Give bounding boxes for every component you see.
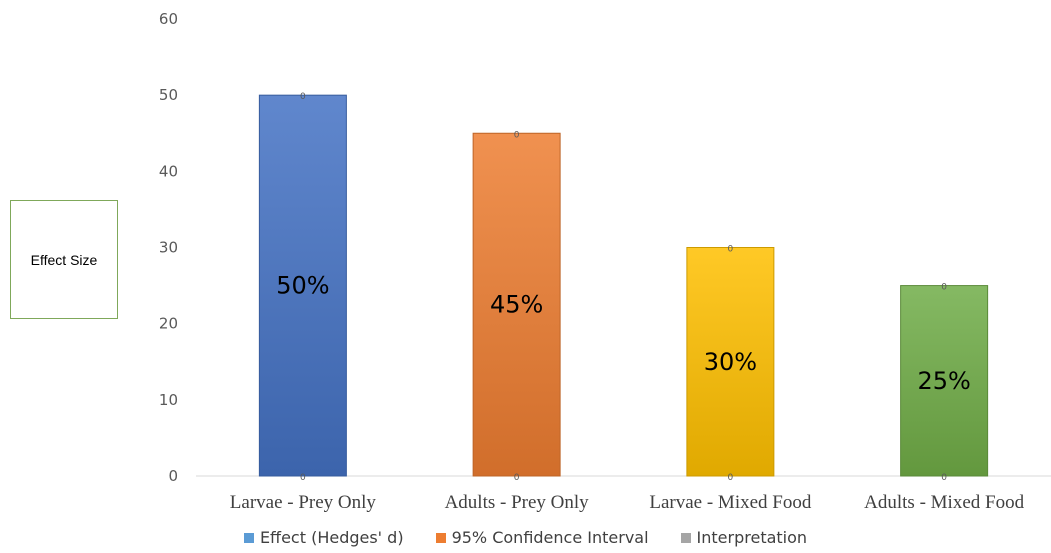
bar-bottom-label: 0 <box>728 473 734 483</box>
bar-top-label: 0 <box>728 245 734 255</box>
legend-swatch-interpretation <box>680 532 691 543</box>
bar-top-label: 0 <box>514 130 520 140</box>
x-axis-labels: Larvae - Prey Only Adults - Prey Only Larv… <box>230 492 1025 513</box>
legend-label-confidence-interval: 95% Confidence Interval <box>451 528 649 547</box>
x-tick-label: Adults - Mixed Food <box>864 492 1024 513</box>
bar-chart: 0 10 20 30 40 50 60 0 0 50% 0 0 45% 0 0 30% 0 0 25% Larva… <box>159 10 1051 513</box>
bar <box>686 247 775 477</box>
bar-bottom-label: 0 <box>300 473 306 483</box>
legend-label-interpretation: Interpretation <box>696 528 808 547</box>
bar-value-label: 50% <box>276 272 329 300</box>
y-tick-label: 30 <box>159 239 178 257</box>
y-tick-label: 40 <box>159 162 178 180</box>
y-axis-title: Effect Size <box>10 200 118 319</box>
y-tick-label: 50 <box>159 86 178 104</box>
bar <box>472 132 561 477</box>
legend-item-confidence-interval: 95% Confidence Interval <box>435 528 649 547</box>
bar-value-label: 30% <box>704 348 757 376</box>
bar <box>900 285 989 477</box>
bar-value-label: 45% <box>490 291 543 319</box>
y-axis-ticks: 0 10 20 30 40 50 60 <box>159 10 178 485</box>
legend-swatch-confidence-interval <box>435 532 446 543</box>
legend: Effect (Hedges' d) 95% Confidence Interv… <box>0 528 1051 547</box>
y-tick-label: 60 <box>159 10 178 28</box>
bar-top-label: 0 <box>300 92 306 102</box>
legend-item-interpretation: Interpretation <box>680 528 808 547</box>
y-tick-label: 20 <box>159 315 178 333</box>
x-tick-label: Adults - Prey Only <box>445 492 590 513</box>
legend-label-effect: Effect (Hedges' d) <box>259 528 404 547</box>
y-tick-label: 0 <box>168 467 178 485</box>
bars: 0 0 50% 0 0 45% 0 0 30% 0 0 25% <box>258 92 989 483</box>
bar-value-label: 25% <box>917 367 970 395</box>
legend-item-effect: Effect (Hedges' d) <box>243 528 404 547</box>
x-tick-label: Larvae - Prey Only <box>230 492 377 513</box>
bar-bottom-label: 0 <box>941 473 947 483</box>
bar <box>258 94 347 477</box>
bar-bottom-label: 0 <box>514 473 520 483</box>
y-tick-label: 10 <box>159 391 178 409</box>
x-tick-label: Larvae - Mixed Food <box>649 492 811 513</box>
bar-top-label: 0 <box>941 283 947 293</box>
legend-swatch-effect <box>243 532 254 543</box>
